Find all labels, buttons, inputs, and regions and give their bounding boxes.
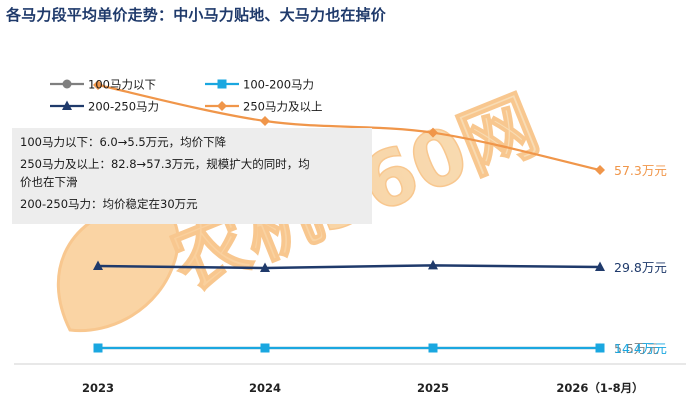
- legend-marker: [217, 101, 227, 111]
- data-point: [595, 343, 605, 353]
- end-value-label: 14.4万元: [614, 341, 667, 356]
- data-point: [93, 80, 103, 90]
- data-point: [428, 259, 438, 270]
- data-point: [428, 127, 438, 138]
- annotation-line: 200-250马力：均价稳定在30万元: [20, 197, 198, 211]
- x-tick-label: 2026（1-8月）: [556, 381, 643, 395]
- end-value-label: 57.3万元: [614, 163, 667, 178]
- annotation-line: 100马力以下：6.0→5.5万元，均价下降: [20, 135, 227, 149]
- legend-label: 100-200马力: [243, 78, 314, 92]
- legend-label: 250马力及以上: [243, 100, 322, 114]
- data-point: [595, 165, 605, 175]
- data-point: [93, 343, 103, 353]
- data-point: [93, 260, 103, 270]
- legend: 100马力以下 100-200马力 200-250马力 250马力及以上: [50, 78, 322, 114]
- series-line: [97, 264, 601, 270]
- end-value-label: 5.5万元: [614, 341, 659, 356]
- data-point: [260, 262, 270, 273]
- legend-marker: [62, 100, 72, 110]
- data-point: [595, 261, 605, 272]
- end-value-label: 29.8万元: [614, 260, 667, 275]
- data-point: [260, 116, 270, 126]
- annotation-box: 100马力以下：6.0→5.5万元，均价下降 250马力及以上：82.8→57.…: [12, 128, 372, 224]
- data-point: [428, 343, 438, 353]
- x-tick-label: 2025: [417, 381, 449, 395]
- series-line: [97, 83, 601, 172]
- annotation-line: 价也在下滑: [20, 175, 78, 189]
- legend-marker: [217, 79, 227, 89]
- x-axis: 2023 2024 2025 2026（1-8月）: [14, 363, 686, 395]
- x-tick-label: 2023: [82, 381, 114, 395]
- legend-label: 200-250马力: [88, 100, 159, 114]
- legend-label: 100马力以下: [88, 78, 156, 92]
- annotation-line: 250马力及以上：82.8→57.3万元，规模扩大的同时，均: [20, 157, 310, 171]
- x-tick-label: 2024: [249, 381, 281, 395]
- data-point: [260, 343, 270, 353]
- chart-title: 各马力段平均单价走势：中小马力贴地、大马力也在掉价: [6, 6, 387, 24]
- legend-marker: [62, 79, 72, 89]
